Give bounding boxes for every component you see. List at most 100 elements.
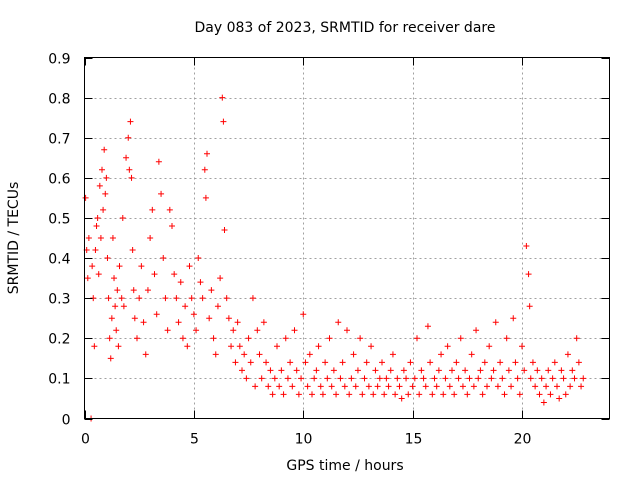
data-point [144, 287, 151, 294]
data-point [554, 383, 560, 390]
data-point [269, 391, 276, 398]
y-tick-label: 0.7 [48, 132, 70, 148]
data-point [245, 335, 252, 342]
data-point [560, 375, 567, 382]
data-point [103, 174, 110, 181]
data-point [543, 383, 550, 390]
data-point [394, 375, 401, 382]
data-point [494, 383, 501, 390]
data-point [289, 383, 296, 390]
data-point [162, 295, 169, 302]
data-point [398, 395, 405, 402]
data-point [370, 391, 377, 398]
data-point [84, 275, 91, 282]
data-point [409, 383, 416, 390]
data-point [442, 375, 449, 382]
data-point [256, 351, 263, 358]
data-point [536, 391, 543, 398]
data-point [525, 271, 532, 278]
data-point [177, 279, 184, 286]
data-point [381, 391, 388, 398]
data-point [503, 335, 510, 342]
data-point [330, 367, 337, 374]
data-point [201, 166, 208, 173]
data-point [562, 391, 569, 398]
data-point [514, 375, 521, 382]
y-tick-label: 0.2 [48, 332, 70, 348]
data-point [328, 383, 335, 390]
data-point [573, 335, 580, 342]
data-point [166, 206, 173, 213]
data-point [492, 319, 499, 326]
data-point [190, 311, 197, 318]
data-point [160, 255, 167, 262]
data-point [438, 351, 445, 358]
data-point [473, 327, 480, 334]
data-point [186, 263, 193, 270]
data-point [100, 206, 107, 213]
data-point [529, 359, 536, 366]
data-point [556, 395, 563, 402]
data-point [359, 391, 366, 398]
data-point [223, 295, 230, 302]
y-tick-label: 0 [62, 413, 71, 429]
data-point [115, 343, 122, 350]
data-point [484, 383, 490, 390]
x-tick-label: 0 [81, 432, 90, 448]
y-tick-label: 0.6 [48, 172, 70, 188]
data-point [433, 383, 440, 390]
data-point [169, 222, 175, 229]
data-point [512, 359, 519, 366]
data-point [407, 359, 414, 366]
data-point [545, 367, 552, 374]
data-point [424, 323, 431, 330]
y-tick-label: 0.8 [48, 92, 70, 108]
data-point [136, 295, 143, 302]
data-point [422, 383, 429, 390]
data-point [490, 367, 497, 374]
data-point [247, 359, 254, 366]
data-point [171, 271, 178, 278]
data-point [284, 375, 291, 382]
data-point [468, 351, 475, 358]
data-point [217, 275, 224, 282]
data-point [315, 343, 322, 350]
data-point [129, 247, 136, 254]
data-point [252, 383, 259, 390]
data-point [300, 311, 307, 318]
data-point [420, 375, 427, 382]
data-point [400, 367, 407, 374]
data-point [107, 355, 114, 362]
data-point [225, 315, 232, 322]
data-point [429, 391, 436, 398]
data-point [464, 391, 471, 398]
data-point [212, 351, 219, 358]
data-point [114, 287, 121, 294]
data-point [258, 375, 265, 382]
data-point [376, 375, 383, 382]
data-point [365, 383, 372, 390]
data-point [109, 235, 116, 241]
data-point [99, 166, 105, 173]
data-point [96, 182, 103, 189]
data-point [234, 319, 241, 326]
data-point [298, 375, 305, 382]
data-point [462, 367, 469, 374]
data-point [295, 391, 302, 398]
data-point [175, 319, 182, 326]
data-point [405, 391, 412, 398]
data-point [85, 235, 92, 241]
data-point [344, 327, 350, 334]
data-point [153, 311, 160, 318]
data-point [287, 359, 294, 366]
y-tick-label: 0.3 [48, 292, 70, 308]
data-point [195, 255, 202, 262]
data-point [453, 359, 460, 366]
data-point [105, 295, 112, 302]
data-point [276, 383, 283, 390]
data-point [138, 263, 145, 270]
data-point [210, 335, 217, 342]
data-point [112, 303, 119, 310]
data-point [142, 351, 149, 358]
data-point [368, 343, 375, 350]
